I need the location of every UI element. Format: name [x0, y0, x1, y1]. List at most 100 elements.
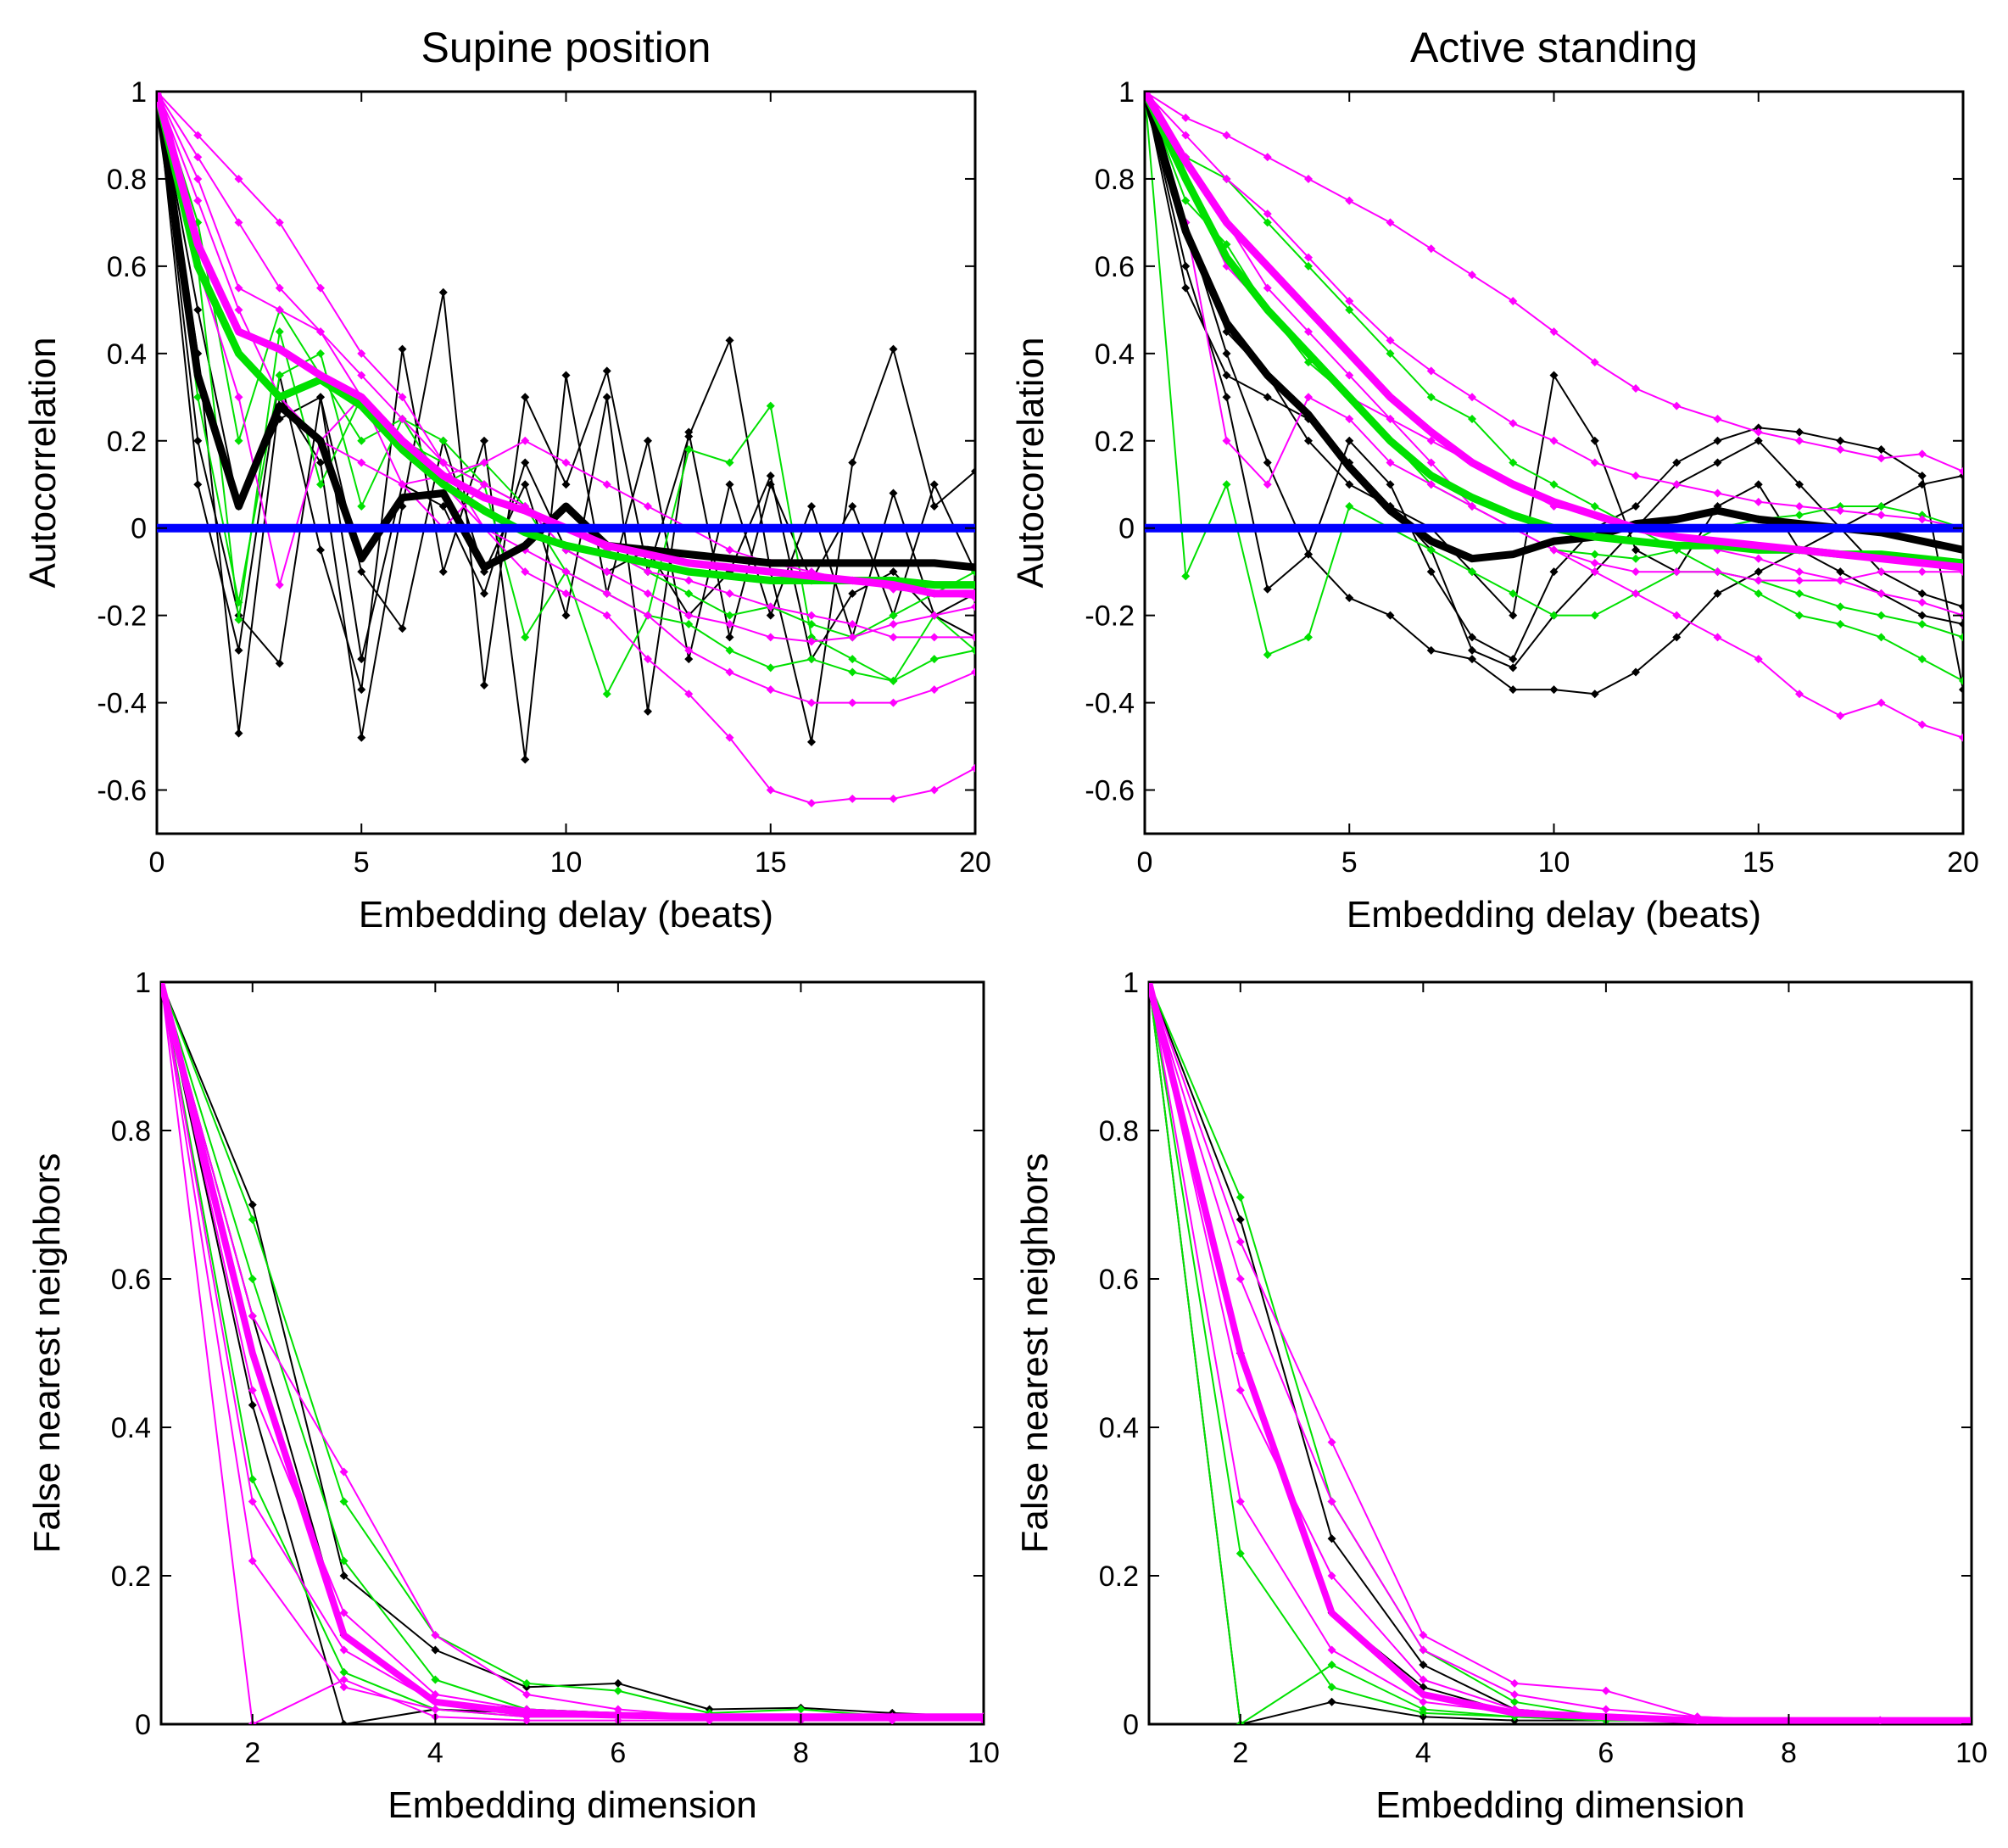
data-point [1590, 436, 1599, 445]
data-point [1754, 497, 1763, 506]
data-point [1304, 393, 1313, 402]
data-point [1468, 271, 1476, 280]
data-point [1468, 645, 1476, 655]
data-point [1304, 261, 1313, 271]
data-point [1549, 480, 1559, 489]
data-point [848, 589, 857, 598]
data-point [1877, 454, 1886, 463]
data-point [275, 218, 284, 227]
data-point [971, 645, 975, 655]
data-point [234, 598, 243, 607]
data-point [848, 667, 857, 677]
data-point [1836, 501, 1845, 511]
data-point [248, 1215, 257, 1224]
data-point [1510, 1697, 1520, 1706]
data-point [339, 1467, 349, 1477]
data-point [766, 663, 775, 673]
data-point [248, 1475, 257, 1484]
data-point [1877, 633, 1886, 642]
data-point [316, 480, 325, 489]
data-point [248, 1311, 257, 1320]
data-point [234, 615, 243, 624]
y-tick-label: 0.2 [111, 1560, 151, 1593]
plot-area [159, 980, 985, 1726]
data-point [248, 1497, 257, 1506]
data-point [438, 436, 448, 445]
series-group [1149, 982, 1972, 1724]
data-point [1426, 567, 1436, 577]
data-point [1263, 218, 1272, 227]
data-point [971, 667, 975, 677]
data-point [339, 1572, 349, 1580]
x-tick-label: 5 [354, 846, 370, 879]
x-tick-label: 10 [1955, 1737, 1988, 1769]
data-point [644, 589, 652, 598]
data-point [848, 633, 857, 642]
data-point [766, 685, 775, 695]
data-point [889, 633, 898, 642]
x-tick-label: 6 [1598, 1737, 1614, 1769]
data-point [357, 501, 366, 511]
data-point [1419, 1697, 1428, 1706]
data-point [1917, 611, 1927, 620]
data-point [431, 1645, 440, 1655]
data-point [1386, 336, 1395, 345]
data-point [438, 458, 448, 467]
data-point [357, 655, 366, 664]
data-point [1222, 371, 1231, 380]
data-point [234, 645, 243, 655]
series-line-green-1 [161, 982, 984, 1718]
data-point [1917, 589, 1927, 598]
data-point [644, 567, 652, 577]
data-point [929, 611, 939, 620]
data-point [339, 1645, 349, 1655]
data-point [248, 1275, 257, 1283]
data-point [684, 655, 694, 664]
y-tick-label: 0.8 [111, 1115, 151, 1147]
data-point [1345, 480, 1354, 489]
data-point [1713, 436, 1722, 445]
data-point [1713, 633, 1722, 642]
data-point [1426, 393, 1436, 402]
x-tick-label: 6 [610, 1737, 626, 1769]
data-point [725, 633, 734, 642]
data-point [1345, 305, 1354, 315]
data-point [613, 1678, 622, 1688]
data-point [1917, 515, 1927, 524]
data-point [234, 174, 243, 183]
data-point [1468, 501, 1476, 511]
data-point [1754, 423, 1763, 433]
x-axis-label: Embedding dimension [1375, 1784, 1744, 1826]
data-point [1235, 1386, 1245, 1395]
data-point [1877, 611, 1886, 620]
series-group [161, 982, 984, 1724]
data-point [1426, 480, 1436, 489]
data-point [684, 619, 694, 628]
y-tick-label: 0 [131, 513, 147, 545]
data-point [848, 698, 857, 707]
x-tick-label: 2 [244, 1737, 260, 1769]
data-point [1468, 393, 1476, 402]
data-point [1181, 572, 1191, 581]
data-point [889, 619, 898, 628]
data-point [431, 1631, 440, 1639]
data-point [1263, 584, 1272, 594]
data-point [1509, 611, 1518, 620]
data-point [602, 366, 611, 376]
y-tick-label: -0.4 [97, 688, 147, 720]
data-point [316, 327, 325, 337]
data-point [807, 698, 816, 707]
data-point [1672, 567, 1682, 577]
data-point [1795, 690, 1804, 699]
y-tick-label: 0.2 [107, 426, 147, 458]
data-point [1959, 633, 1963, 642]
data-point [684, 611, 694, 620]
data-point [193, 131, 203, 140]
data-point [275, 659, 284, 668]
data-point [398, 415, 407, 424]
data-point [1263, 458, 1272, 467]
data-point [848, 501, 857, 511]
data-point [1510, 1678, 1520, 1688]
data-point [521, 755, 530, 764]
x-tick-label: 20 [1947, 846, 1979, 879]
